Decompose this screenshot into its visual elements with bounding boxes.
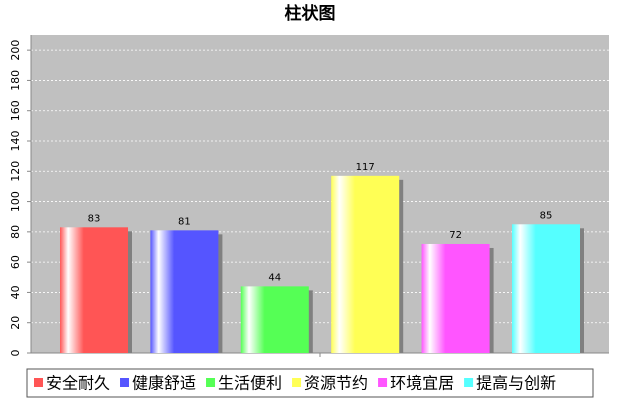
y-tick-label: 40 [9, 285, 22, 299]
legend-label: 资源节约 [304, 374, 368, 393]
y-tick-label: 180 [9, 70, 22, 91]
value-label: 81 [178, 216, 191, 227]
bar [331, 175, 400, 353]
chart-title: 柱状图 [285, 3, 336, 24]
legend-swatch [206, 378, 216, 387]
legend-swatch [378, 378, 388, 387]
legend-label: 提高与创新 [476, 374, 556, 393]
legend-label: 环境宜居 [390, 374, 454, 393]
value-label: 44 [268, 272, 281, 283]
y-tick-label: 200 [9, 40, 22, 61]
y-tick-label: 100 [9, 191, 22, 212]
legend-swatch [464, 378, 474, 387]
y-tick-label: 20 [9, 316, 22, 330]
legend-label: 健康舒适 [132, 374, 196, 393]
legend-swatch [34, 378, 43, 387]
bar [150, 230, 219, 353]
bar [512, 224, 580, 353]
legend-swatch [120, 378, 130, 387]
legend-label: 安全耐久 [46, 374, 110, 393]
y-tick-label: 140 [9, 131, 22, 152]
bar [60, 227, 128, 353]
y-tick-label: 60 [9, 255, 22, 269]
value-label: 83 [88, 213, 101, 224]
bar [421, 243, 490, 353]
value-label: 85 [540, 210, 553, 221]
value-label: 72 [449, 230, 462, 241]
y-tick-label: 160 [9, 100, 22, 121]
y-tick-label: 80 [9, 225, 22, 239]
y-tick-label: 0 [9, 350, 22, 357]
legend-swatch [292, 378, 302, 387]
y-tick-label: 120 [9, 161, 22, 182]
legend-label: 生活便利 [218, 374, 282, 393]
bar [240, 286, 309, 353]
value-label: 117 [356, 162, 375, 173]
